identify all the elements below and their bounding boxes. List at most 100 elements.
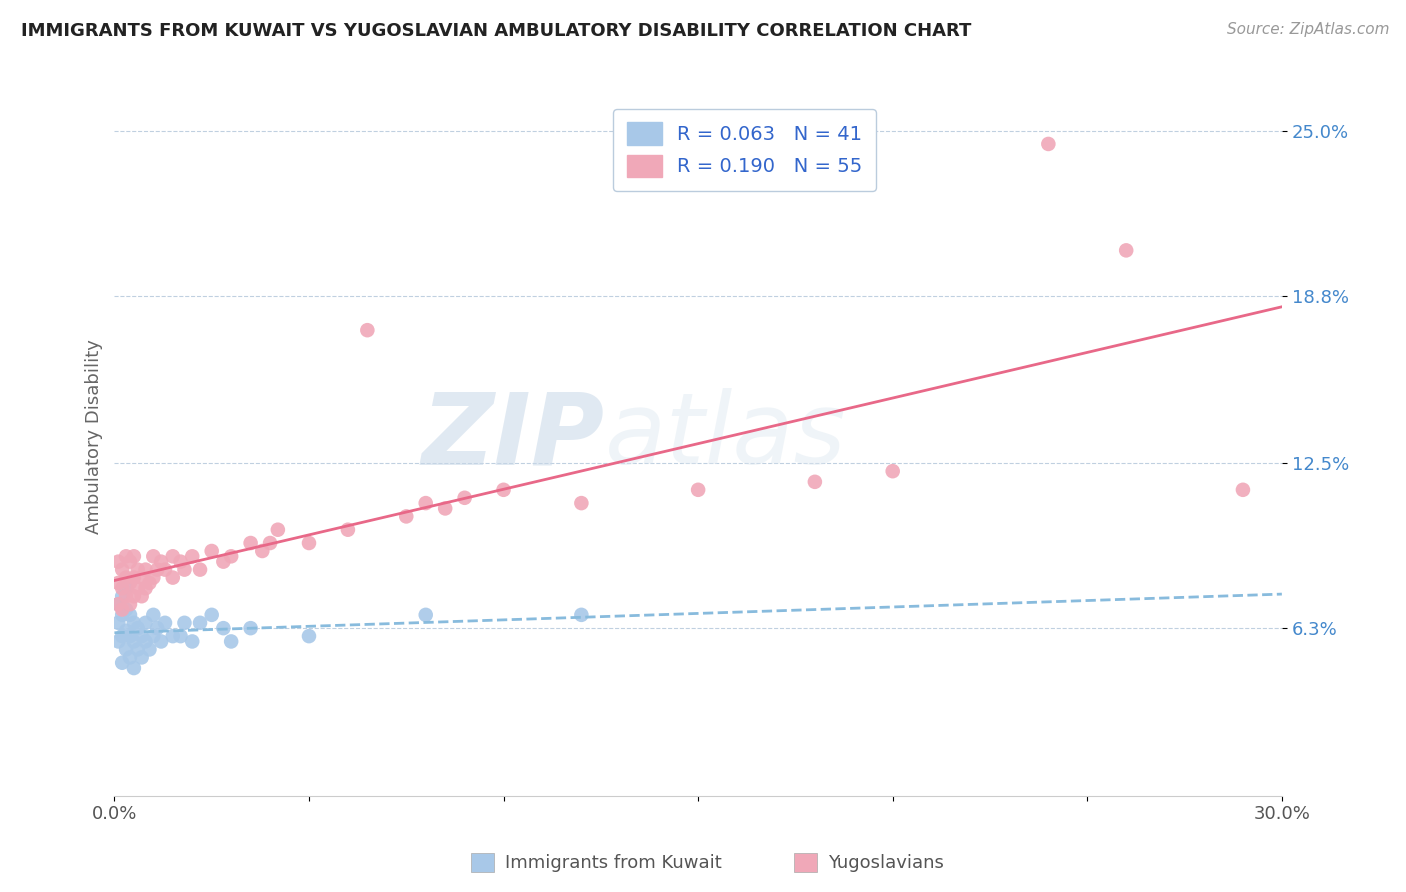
Point (181, 549, 204, 564)
Point (298, 536, 321, 550)
Point (111, 629, 134, 643)
Point (107, 555, 129, 569)
Point (882, 464, 904, 478)
Point (219, 549, 242, 564)
Point (415, 496, 437, 510)
Point (115, 624, 138, 638)
Point (1038, 136, 1060, 151)
Point (118, 607, 141, 622)
Point (115, 571, 138, 585)
Point (118, 629, 141, 643)
Point (111, 563, 134, 577)
Y-axis label: Ambulatory Disability: Ambulatory Disability (86, 339, 103, 534)
Point (336, 523, 359, 537)
Text: ZIP: ZIP (422, 388, 605, 485)
Point (169, 629, 191, 643)
Point (115, 549, 138, 564)
Text: IMMIGRANTS FROM KUWAIT VS YUGOSLAVIAN AMBULATORY DISABILITY CORRELATION CHART: IMMIGRANTS FROM KUWAIT VS YUGOSLAVIAN AM… (21, 22, 972, 40)
Text: Source: ZipAtlas.com: Source: ZipAtlas.com (1226, 22, 1389, 37)
Point (169, 555, 191, 569)
Point (115, 589, 138, 603)
Point (122, 634, 145, 648)
Point (150, 634, 173, 648)
Point (111, 607, 134, 622)
Point (162, 629, 184, 643)
Point (453, 491, 475, 505)
Point (571, 496, 593, 510)
Point (131, 629, 153, 643)
Point (267, 523, 290, 537)
Point (142, 549, 165, 564)
Point (127, 581, 149, 595)
Point (127, 621, 149, 635)
Point (115, 642, 138, 657)
Point (107, 576, 129, 591)
Point (131, 589, 153, 603)
Point (142, 629, 165, 643)
Point (111, 602, 134, 616)
Point (188, 563, 211, 577)
Point (201, 544, 224, 558)
Point (127, 642, 149, 657)
Point (356, 323, 378, 337)
Point (571, 607, 593, 622)
Point (188, 615, 211, 630)
Point (111, 589, 134, 603)
Point (118, 576, 141, 591)
Point (118, 650, 141, 665)
Point (118, 597, 141, 611)
Point (434, 501, 457, 516)
Point (162, 549, 184, 564)
Point (142, 607, 165, 622)
Point (135, 615, 157, 630)
Point (181, 634, 204, 648)
Point (150, 555, 173, 569)
Point (212, 555, 235, 569)
Point (131, 571, 153, 585)
Point (239, 621, 262, 635)
Point (122, 549, 145, 564)
Text: atlas: atlas (605, 388, 846, 485)
Point (219, 634, 242, 648)
Point (395, 509, 418, 524)
Point (107, 597, 129, 611)
Point (212, 621, 235, 635)
Point (142, 571, 165, 585)
Point (118, 555, 141, 569)
Point (107, 615, 129, 630)
Point (127, 563, 149, 577)
Point (111, 581, 134, 595)
Point (115, 581, 138, 595)
Point (146, 621, 169, 635)
Point (153, 615, 176, 630)
Point (122, 589, 145, 603)
Point (146, 563, 169, 577)
Point (138, 576, 160, 591)
Point (173, 615, 195, 630)
Point (1115, 244, 1137, 258)
Point (252, 544, 274, 558)
Point (162, 571, 184, 585)
Point (688, 483, 710, 497)
Point (259, 536, 281, 550)
Point (415, 607, 437, 622)
Legend: R = 0.063   N = 41, R = 0.190   N = 55: R = 0.063 N = 41, R = 0.190 N = 55 (613, 109, 876, 191)
Point (111, 656, 134, 670)
Text: Yugoslavians: Yugoslavians (828, 854, 943, 871)
Point (135, 581, 157, 595)
Point (492, 483, 515, 497)
Point (804, 475, 827, 489)
Point (135, 563, 157, 577)
Point (153, 563, 176, 577)
Point (138, 642, 160, 657)
Point (173, 563, 195, 577)
Point (122, 571, 145, 585)
Point (131, 650, 153, 665)
Point (201, 607, 224, 622)
Point (1232, 483, 1254, 497)
Point (122, 661, 145, 675)
Text: Immigrants from Kuwait: Immigrants from Kuwait (505, 854, 721, 871)
Point (135, 634, 157, 648)
Point (107, 634, 129, 648)
Point (115, 602, 138, 616)
